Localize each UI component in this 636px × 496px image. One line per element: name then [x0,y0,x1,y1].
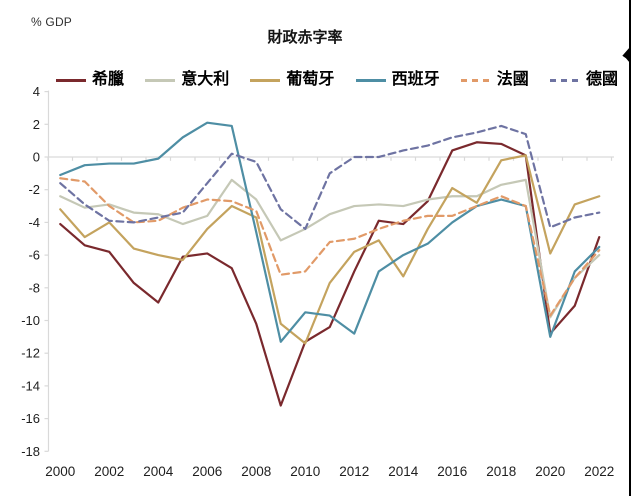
legend-swatch-portugal [250,78,281,82]
legend-label-greece: 希臘 [92,71,125,88]
y-tick-label: 4 [33,84,40,99]
adjacent-content-text-fragment [622,47,630,63]
y-tick-label: -4 [28,215,40,230]
legend-swatch-germany [549,78,580,82]
x-tick-label: 2018 [486,464,516,479]
y-tick-label: -16 [21,411,40,426]
legend-label-spain: 西班牙 [391,71,440,88]
x-tick-label: 2014 [388,464,419,479]
y-tick-label: 0 [33,150,40,165]
x-tick-label: 2020 [535,464,565,479]
y-axis-unit-label: % GDP [31,15,73,29]
legend-label-portugal: 葡萄牙 [286,71,335,88]
chart-title: 財政赤字率 [267,29,343,46]
x-tick-label: 2016 [437,464,467,479]
y-tick-label: -14 [21,378,40,393]
y-tick-label: -6 [28,248,40,263]
chart-legend: 希臘 意大利 葡萄牙 西班牙 法國 德國 [56,69,618,91]
x-tick-label: 2022 [584,464,614,479]
x-tick-label: 2012 [339,464,369,479]
legend-label-italy: 意大利 [181,71,230,88]
y-tick-label: 2 [33,117,40,132]
x-tick-label: 2008 [241,464,271,479]
legend-swatch-greece [56,78,86,82]
y-tick-label: -8 [28,280,40,295]
legend-swatch-spain [355,78,386,82]
x-tick-label: 2000 [45,464,75,479]
series-line-spain [59,121,601,343]
series-line-greece [59,141,601,407]
y-tick-label: -12 [21,346,40,361]
x-tick-label: 2010 [290,464,320,479]
x-tick-label: 2006 [192,464,222,479]
x-tick-label: 2002 [94,464,124,479]
legend-item-greece: 希臘 [56,72,124,88]
legend-label-france: 法國 [496,71,529,88]
series-line-france [59,177,601,317]
legend-item-spain: 西班牙 [355,71,440,88]
legend-item-france: 法國 [460,71,529,88]
y-tick-label: -2 [28,182,40,197]
legend-item-portugal: 葡萄牙 [250,72,334,88]
series-line-portugal [59,154,601,345]
legend-label-germany: 德國 [585,71,618,88]
x-tick-label: 2004 [143,464,174,479]
series-line-germany [59,124,601,231]
y-tick-label: -10 [21,313,40,328]
adjacent-content-border [629,0,631,496]
legend-item-italy: 意大利 [145,72,229,88]
series-line-italy [59,178,601,319]
legend-swatch-france [460,78,491,82]
legend-swatch-italy [145,78,176,82]
legend-item-germany: 德國 [549,71,618,88]
y-tick-label: -18 [21,444,40,459]
